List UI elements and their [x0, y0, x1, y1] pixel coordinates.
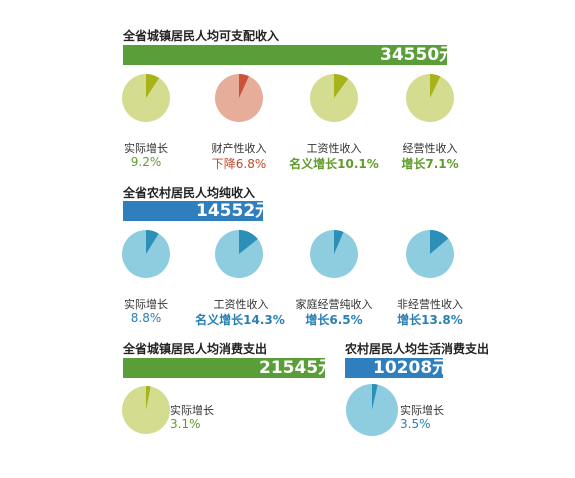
total-value-rural-consumption: 10208元 — [373, 358, 450, 378]
label-rural-consumption-growth: 实际增长 — [400, 404, 444, 417]
pie-urban-wage-income — [310, 74, 358, 122]
pie-slice-1-3 — [430, 230, 449, 254]
total-value-rural-income: 14552元 — [196, 201, 273, 221]
label-rural-real-growth: 实际增长 — [124, 298, 168, 311]
section-title-urban-consumption: 全省城镇居民人均消费支出 — [123, 342, 268, 356]
pie-slice-0-3 — [430, 74, 441, 98]
section-title-rural-consumption: 农村居民人均生活消费支出 — [345, 342, 490, 356]
value-rural-household-business: 增长6.5% — [305, 313, 363, 327]
pie-rural-consumption-growth — [346, 384, 398, 436]
pie-urban-real-growth — [122, 74, 170, 122]
total-value-urban-income: 34550元 — [380, 45, 457, 65]
value-rural-wage-income: 名义增长14.3% — [195, 313, 285, 327]
pie-rural-real-growth — [122, 230, 170, 278]
section-title-rural-income: 全省农村居民人均纯收入 — [123, 186, 256, 200]
section-title-urban-income: 全省城镇居民人均可支配收入 — [123, 29, 280, 43]
value-rural-consumption-growth: 3.5% — [400, 417, 431, 431]
pie-slice-1-2 — [334, 230, 344, 254]
pie-urban-property-income — [215, 74, 263, 122]
pie-slice-2-0 — [146, 386, 151, 410]
pie-urban-consumption-growth — [122, 386, 170, 434]
value-urban-real-growth: 9.2% — [130, 155, 162, 169]
value-urban-consumption-growth: 3.1% — [170, 417, 201, 431]
pie-slice-0-0 — [146, 74, 160, 98]
total-bar-urban-consumption — [123, 358, 325, 378]
pie-slice-0-1 — [239, 74, 249, 98]
value-urban-property-income: 下降6.8% — [211, 157, 267, 171]
value-rural-non-business-income: 增长13.8% — [397, 313, 463, 327]
pie-rural-household-business — [310, 230, 358, 278]
label-urban-real-growth: 实际增长 — [124, 142, 168, 155]
value-urban-business-income: 增长7.1% — [401, 157, 459, 171]
pie-slice-3-0 — [372, 384, 378, 410]
total-bar-urban-income — [123, 45, 447, 65]
pie-slice-1-0 — [146, 230, 159, 254]
total-bar-rural-consumption — [345, 358, 443, 378]
label-urban-consumption-growth: 实际增长 — [170, 404, 214, 417]
pie-urban-business-income — [406, 74, 454, 122]
label-urban-wage-income: 工资性收入 — [306, 142, 362, 155]
pie-slice-0-2 — [334, 74, 349, 98]
label-urban-business-income: 经营性收入 — [402, 142, 458, 155]
label-rural-household-business: 家庭经营纯收入 — [295, 298, 373, 311]
value-rural-real-growth: 8.8% — [130, 311, 162, 325]
label-rural-wage-income: 工资性收入 — [213, 298, 269, 311]
pie-rural-wage-income — [215, 230, 263, 278]
total-bar-rural-income — [123, 201, 263, 221]
pie-slice-1-1 — [239, 230, 258, 254]
pie-rural-non-business-income — [406, 230, 454, 278]
value-urban-wage-income: 名义增长10.1% — [289, 157, 379, 171]
label-rural-non-business-income: 非经营性收入 — [397, 298, 463, 311]
total-value-urban-consumption: 21545元 — [259, 358, 336, 378]
label-urban-property-income: 财产性收入 — [211, 142, 267, 155]
